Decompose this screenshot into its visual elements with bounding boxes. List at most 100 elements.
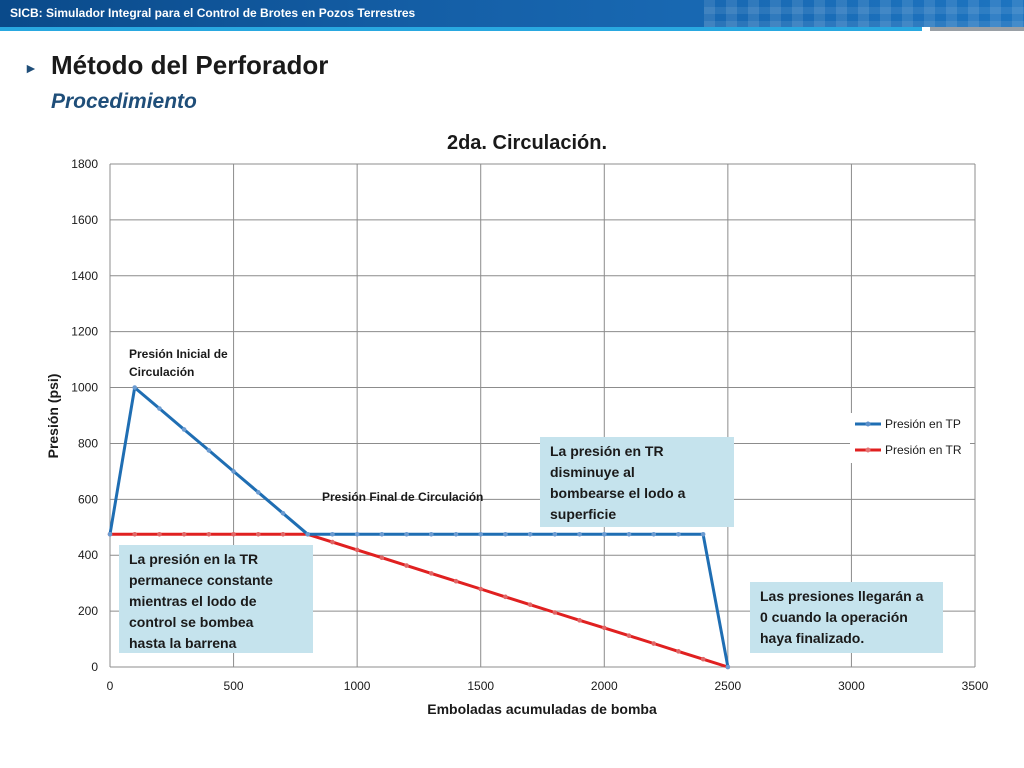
x-tick-label: 3500 [962,679,989,693]
page-title: Método del Perforador [51,50,329,80]
bullet-arrow-icon: ► [24,60,38,76]
data-point-tp [107,531,113,537]
data-point-tr [157,531,162,537]
data-point-tr [453,578,459,584]
data-point-tp [330,531,335,537]
x-tick-label: 2000 [591,679,618,693]
data-point-tp [503,531,508,537]
callout-tr-constant: La presión en la TR permanece constante … [119,545,313,653]
data-point-tr [379,555,385,561]
callout-tr-drop-line-3: bombearse el lodo a [550,485,686,501]
data-point-tr [255,531,261,537]
callout-tr-drop-line-2: disminuye al [550,464,635,480]
page-subtitle: Procedimiento [51,90,197,113]
data-point-tr [404,563,409,568]
data-point-tp [651,531,657,537]
data-point-tp [577,531,582,537]
data-point-tr [181,531,187,537]
legend-tr-label: Presión en TR [885,443,962,457]
chart-title: 2da. Circulación. [447,132,607,154]
header-pattern [704,0,1024,27]
callout-zero-line-3: haya finalizado. [760,630,865,646]
y-tick-labels: 0 200 400 600 800 1000 1200 1400 1600 1800 [71,157,98,674]
x-tick-label: 3000 [838,679,865,693]
x-tick-labels: 0 500 1000 1500 2000 2500 3000 3500 [107,679,989,693]
data-point-tp [231,469,236,474]
data-point-tp [280,511,286,516]
data-point-tr [330,539,335,545]
callout-tr-constant-line-5: hasta la barrena [129,635,237,651]
data-point-tp [626,531,632,537]
legend-tp-label: Presión en TP [885,417,961,431]
data-point-tp [601,531,607,537]
y-tick-label: 200 [78,604,98,618]
annotation-inicial-line2: Circulación [129,365,194,379]
data-point-tp [676,531,681,537]
callout-zero-line-2: 0 cuando la operación [760,609,908,625]
callout-tr-constant-line-4: control se bombea [129,614,254,630]
data-point-tr [354,547,360,553]
y-tick-label: 1400 [71,269,98,283]
data-point-tp [181,427,187,432]
legend: Presión en TP Presión en TR [850,413,970,463]
legend-tp-marker [865,421,871,427]
data-point-tr [527,602,533,607]
data-point-tr [428,571,434,576]
data-point-tr [231,531,236,537]
data-point-tr [626,633,632,639]
data-point-tp [725,664,731,670]
x-tick-label: 1000 [344,679,371,693]
x-tick-label: 500 [224,679,244,693]
data-point-tr [206,531,212,537]
data-point-tp [379,531,385,537]
y-tick-label: 400 [78,548,98,562]
data-point-tr [552,610,558,615]
data-point-tp [700,531,706,537]
callout-tr-drop-line-1: La presión en TR [550,443,664,459]
series-line-tr [110,532,729,669]
data-point-tp [132,385,138,390]
data-point-tr [601,625,607,631]
data-point-tp [527,531,533,537]
annotation-final: Presión Final de Circulación [322,490,483,504]
callout-tr-constant-line-2: permanece constante [129,572,273,588]
data-point-tp [404,531,409,537]
callout-zero: Las presiones llegarán a 0 cuando la ope… [750,582,943,653]
callout-tr-drop: La presión en TR disminuye al bombearse … [540,437,734,527]
x-tick-label: 0 [107,679,114,693]
callout-tr-drop-line-4: superficie [550,506,617,522]
header-bar: SICB: Simulador Integral para el Control… [0,0,1024,27]
data-point-tp [552,531,558,537]
header-accent-line [0,27,922,31]
data-point-tp [453,531,459,537]
data-point-tr [132,531,138,537]
x-tick-label: 2500 [715,679,742,693]
y-tick-label: 0 [91,660,98,674]
data-point-tr [676,649,681,654]
callout-zero-line-1: Las presiones llegarán a [760,588,924,604]
callout-tr-constant-line-1: La presión en la TR [129,551,259,567]
data-point-tp [157,406,162,411]
y-tick-label: 800 [78,436,98,450]
data-point-tr [478,586,484,592]
data-point-tr [700,656,706,662]
callout-tr-constant-line-3: mientras el lodo de [129,593,257,609]
legend-tr-marker [865,447,871,453]
data-point-tp [305,531,311,537]
data-point-tp [354,531,360,537]
y-tick-label: 1600 [71,213,98,227]
data-point-tr [651,641,657,646]
header-title: SICB: Simulador Integral para el Control… [10,6,416,20]
data-point-tp [478,531,484,537]
data-point-tp [428,531,434,537]
y-tick-label: 600 [78,492,98,506]
y-tick-label: 1800 [71,157,98,171]
data-point-tp [255,490,261,495]
x-axis-label: Emboladas acumuladas de bomba [427,701,657,717]
y-tick-label: 1000 [71,381,98,395]
x-tick-label: 1500 [467,679,494,693]
y-axis-label: Presión (psi) [45,374,61,459]
data-point-tp [206,448,212,453]
y-tick-label: 1200 [71,325,98,339]
annotation-inicial-line1: Presión Inicial de [129,347,228,361]
